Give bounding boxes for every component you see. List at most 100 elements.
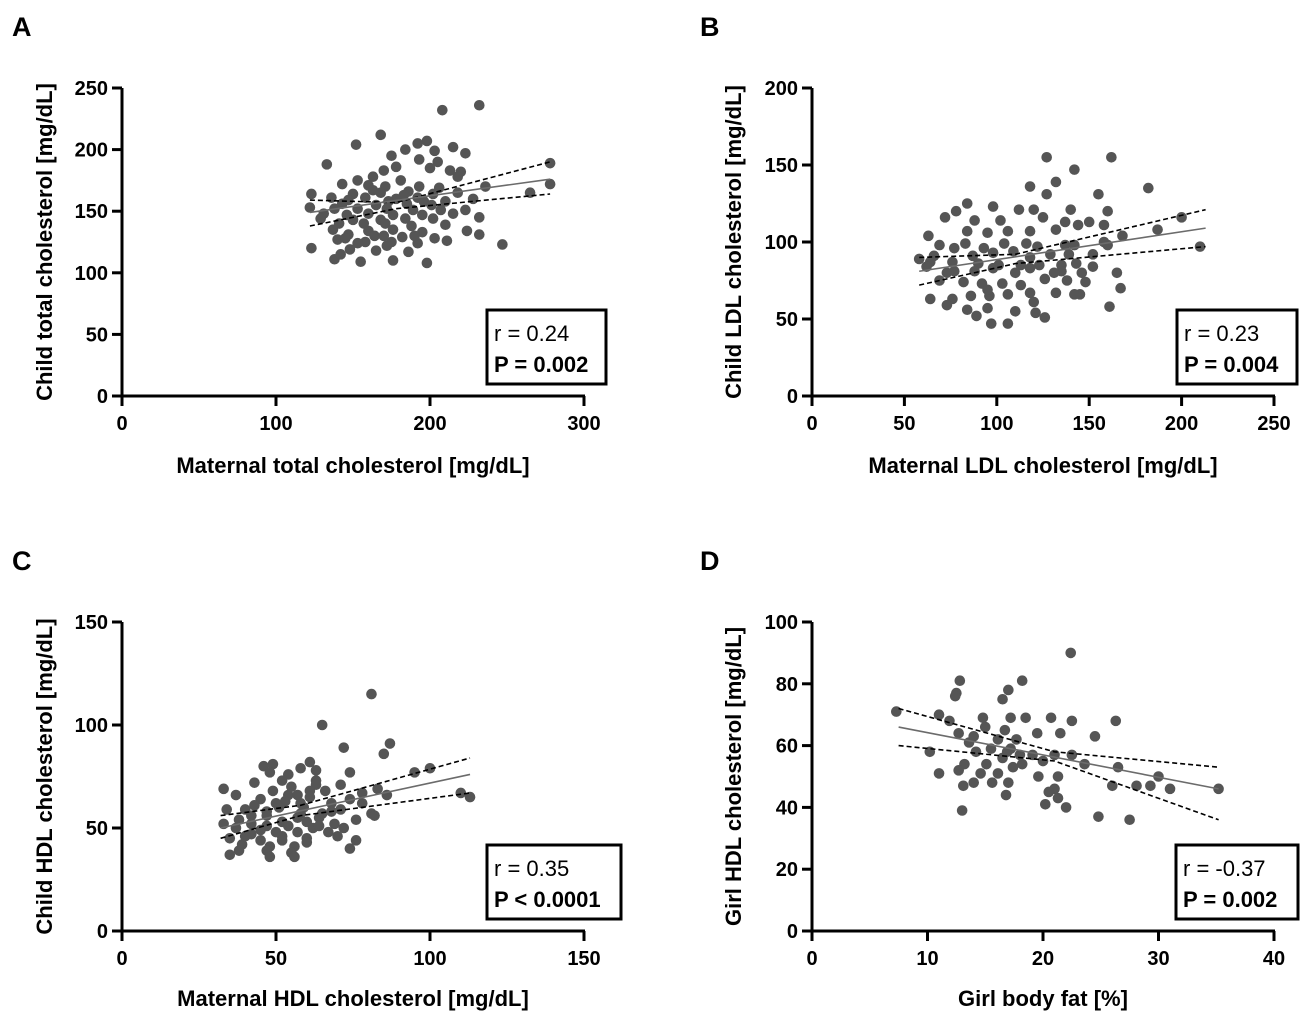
data-point bbox=[948, 242, 960, 254]
x-tick-label: 150 bbox=[1073, 413, 1106, 435]
data-point bbox=[1024, 225, 1036, 237]
data-point bbox=[1072, 219, 1084, 231]
regression-line bbox=[919, 227, 1206, 273]
data-point bbox=[338, 822, 350, 834]
y-tick-label: 100 bbox=[765, 232, 798, 254]
data-point bbox=[544, 178, 556, 190]
data-point bbox=[933, 709, 945, 720]
data-point bbox=[913, 253, 925, 265]
ci-upper-line bbox=[919, 208, 1206, 259]
data-point bbox=[386, 150, 397, 162]
data-point bbox=[1002, 318, 1014, 329]
data-point bbox=[977, 712, 989, 724]
regression-line bbox=[220, 773, 471, 829]
data-point bbox=[224, 849, 236, 861]
data-point bbox=[230, 789, 242, 801]
data-point bbox=[286, 781, 297, 793]
data-point bbox=[276, 835, 288, 846]
data-point bbox=[301, 837, 313, 848]
x-tick-label: 20 bbox=[1032, 948, 1054, 970]
data-point bbox=[1066, 749, 1078, 761]
y-tick-label: 0 bbox=[787, 921, 798, 943]
data-point bbox=[367, 171, 379, 183]
x-tick-label: 200 bbox=[413, 413, 446, 435]
data-point bbox=[1107, 780, 1118, 792]
data-point bbox=[1028, 296, 1040, 308]
x-tick-label: 300 bbox=[567, 413, 600, 435]
data-point bbox=[981, 758, 992, 770]
data-point bbox=[1069, 289, 1080, 300]
data-point bbox=[1069, 164, 1080, 175]
x-tick-label: 0 bbox=[806, 413, 817, 435]
data-point bbox=[375, 129, 387, 141]
data-point bbox=[380, 218, 391, 229]
data-point bbox=[975, 768, 986, 779]
data-point bbox=[1009, 267, 1021, 279]
data-point bbox=[400, 144, 411, 155]
data-point bbox=[997, 693, 1008, 705]
data-point bbox=[255, 835, 266, 846]
data-point bbox=[986, 777, 998, 788]
data-point bbox=[381, 240, 393, 251]
data-point bbox=[304, 756, 316, 768]
x-tick-label: 0 bbox=[806, 948, 817, 970]
y-axis-title: Girl HDL cholesterol [mg/dL] bbox=[721, 627, 746, 926]
data-point bbox=[941, 267, 953, 279]
panel-a: A 0 50 100 150 200 250 0 100 200 300 Maternal total… bbox=[12, 12, 608, 478]
data-point bbox=[352, 175, 363, 186]
data-point bbox=[967, 250, 979, 262]
ci-upper-line bbox=[220, 757, 471, 817]
data-point bbox=[267, 785, 279, 797]
panel-letter: D bbox=[700, 546, 720, 576]
x-tick-label: 10 bbox=[916, 948, 938, 970]
stats-box bbox=[485, 843, 623, 921]
data-point bbox=[375, 187, 387, 199]
x-axis-title: Girl body fat [%] bbox=[958, 986, 1128, 1011]
data-point bbox=[366, 688, 377, 700]
data-point bbox=[323, 826, 334, 838]
data-point bbox=[447, 141, 459, 153]
data-point bbox=[452, 171, 464, 183]
data-point bbox=[934, 239, 945, 251]
data-point bbox=[387, 209, 399, 221]
data-point bbox=[1052, 792, 1064, 804]
data-point bbox=[961, 225, 973, 237]
data-point bbox=[1052, 771, 1064, 782]
data-point bbox=[233, 814, 245, 826]
data-point bbox=[1117, 230, 1128, 242]
data-point bbox=[968, 777, 979, 788]
data-point bbox=[1152, 224, 1163, 235]
data-point bbox=[352, 237, 363, 249]
data-point bbox=[979, 721, 991, 733]
data-point bbox=[1013, 204, 1025, 215]
data-point bbox=[971, 310, 982, 322]
data-point bbox=[417, 209, 428, 221]
data-point bbox=[1066, 715, 1078, 727]
data-point bbox=[403, 246, 414, 258]
data-point bbox=[1102, 205, 1113, 217]
data-point bbox=[249, 800, 260, 811]
data-point bbox=[350, 139, 362, 150]
data-point bbox=[447, 208, 459, 219]
y-tick-label: 250 bbox=[75, 78, 108, 100]
data-point bbox=[1065, 647, 1077, 659]
data-point bbox=[406, 220, 417, 232]
data-point bbox=[969, 215, 980, 226]
data-point bbox=[378, 165, 390, 176]
data-point bbox=[1043, 786, 1055, 798]
x-tick-label: 30 bbox=[1147, 948, 1169, 970]
data-point bbox=[982, 284, 993, 296]
data-point bbox=[464, 791, 476, 803]
y-tick-label: 60 bbox=[776, 736, 798, 758]
ci-lower-line bbox=[220, 792, 471, 840]
data-point bbox=[924, 293, 936, 305]
data-point bbox=[982, 227, 993, 239]
data-point bbox=[992, 768, 1004, 779]
data-point bbox=[949, 690, 961, 702]
data-point bbox=[378, 230, 390, 242]
data-point bbox=[1055, 727, 1066, 739]
data-point bbox=[1110, 715, 1122, 727]
data-point bbox=[1031, 727, 1043, 739]
y-tick-label: 50 bbox=[776, 309, 798, 331]
